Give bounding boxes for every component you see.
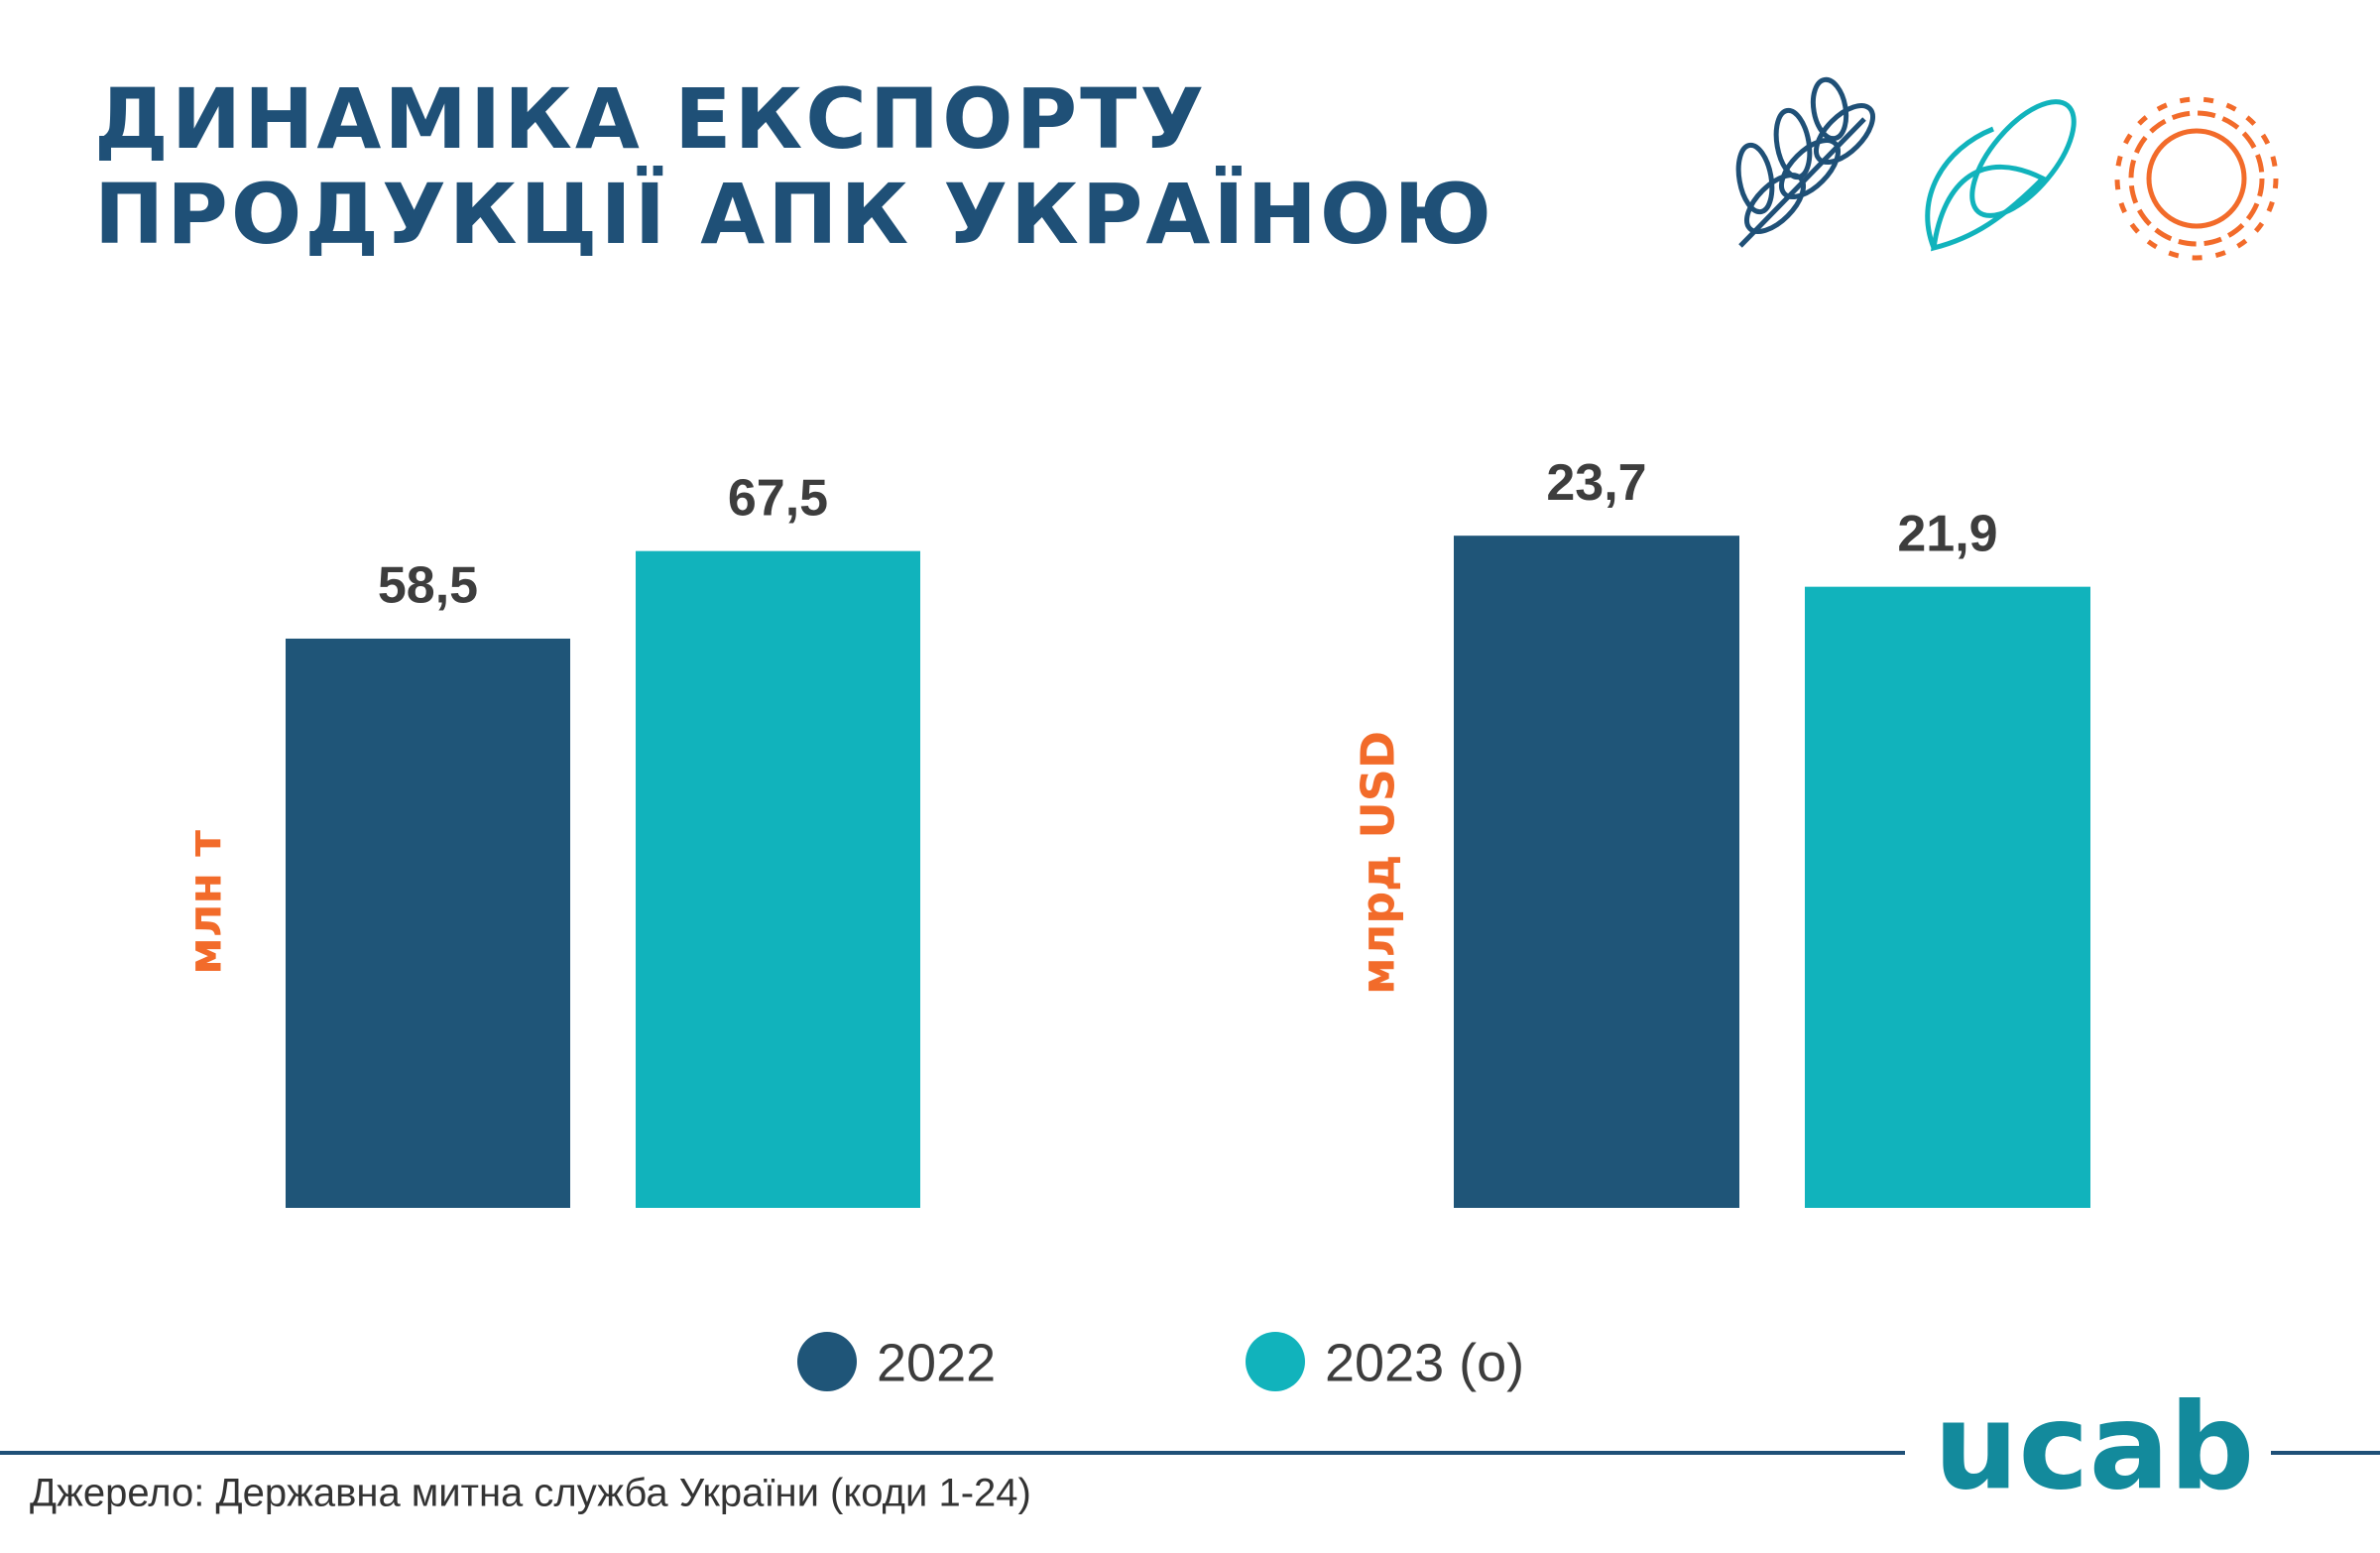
logo: ucab (1934, 1379, 2254, 1517)
bar (1805, 586, 2090, 1208)
title-line: ДИНАМІКА ЕКСПОРТУ (94, 70, 1207, 168)
legend-label: 2023 (о) (1325, 1333, 1524, 1392)
data-label: 23,7 (1546, 454, 1646, 512)
corn-icon (1925, 99, 2077, 252)
data-label: 21,9 (1897, 505, 1997, 562)
bar (1454, 536, 1739, 1208)
legend-swatch (797, 1332, 857, 1391)
data-label: 58,5 (378, 557, 478, 615)
source: Джерело: Державна митна служба України (… (30, 1472, 1031, 1515)
data-label: 67,5 (728, 469, 828, 527)
bar (286, 638, 570, 1208)
wheat-icon (1735, 76, 1875, 248)
title-line: ПРОДУКЦІЇ АПК УКРАЇНОЮ (94, 166, 1494, 263)
y-axis-label: млрд USD (1352, 731, 1405, 995)
legend-label: 2022 (877, 1333, 996, 1392)
legend-swatch (1246, 1332, 1305, 1391)
sunflower-icon (2114, 96, 2279, 261)
y-axis-label: млн т (178, 830, 232, 975)
bar (636, 550, 920, 1208)
